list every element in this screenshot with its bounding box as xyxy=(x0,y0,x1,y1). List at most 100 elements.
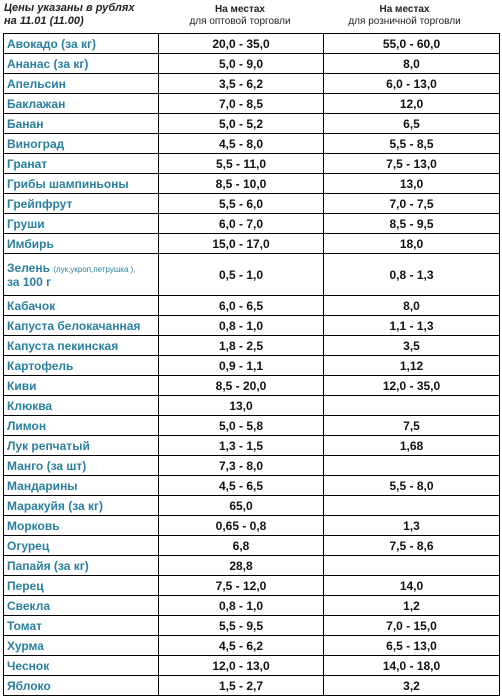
table-row: Гранат 5,5 - 11,0 7,5 - 13,0 xyxy=(3,153,500,174)
product-cell: Гранат xyxy=(3,153,159,174)
retail-cell xyxy=(323,555,500,576)
retail-cell: 1,2 xyxy=(323,595,500,616)
product-name: Гранат xyxy=(7,156,48,171)
retail-price: 8,0 xyxy=(403,298,420,313)
table-row: Апельсин 3,5 - 6,2 6,0 - 13,0 xyxy=(3,73,500,94)
product-cell: Картофель xyxy=(3,355,159,376)
product-cell: Свекла xyxy=(3,595,159,616)
header: Цены указаны в рублях на 11.01 (11.00) Н… xyxy=(0,0,502,33)
wholesale-price: 5,5 - 11,0 xyxy=(215,156,267,171)
table-row: Лук репчатый 1,3 - 1,5 1,68 xyxy=(3,435,500,456)
wholesale-cell: 0,9 - 1,1 xyxy=(158,355,324,376)
retail-price: 12,0 xyxy=(399,96,424,111)
product-name: Хурма xyxy=(7,638,44,653)
table-row: Виноград 4,5 - 8,0 5,5 - 8,5 xyxy=(3,133,500,154)
product-cell: Огурец xyxy=(3,535,159,556)
retail-cell: 7,0 - 15,0 xyxy=(323,615,500,636)
wholesale-cell: 8,5 - 20,0 xyxy=(158,375,324,396)
wholesale-cell: 5,5 - 6,0 xyxy=(158,193,324,214)
wholesale-cell: 1,8 - 2,5 xyxy=(158,335,324,356)
retail-cell: 7,5 - 13,0 xyxy=(323,153,500,174)
retail-cell xyxy=(323,455,500,476)
product-cell: Перец xyxy=(3,575,159,596)
product-name: Кабачок xyxy=(7,298,56,313)
retail-cell: 6,5 - 13,0 xyxy=(323,635,500,656)
wholesale-price: 5,5 - 9,5 xyxy=(218,618,264,633)
retail-price: 12,0 - 35,0 xyxy=(382,378,441,393)
wholesale-cell: 0,8 - 1,0 xyxy=(158,315,324,336)
product-cell: Кабачок xyxy=(3,295,159,316)
wholesale-price: 7,0 - 8,5 xyxy=(218,96,264,111)
retail-cell: 7,0 - 7,5 xyxy=(323,193,500,214)
column-header: На местах для оптовой торговли xyxy=(165,4,315,28)
wholesale-cell: 5,0 - 5,2 xyxy=(158,113,324,134)
table-row: Хурма 4,5 - 6,2 6,5 - 13,0 xyxy=(3,635,500,656)
wholesale-price: 7,5 - 12,0 xyxy=(215,578,267,593)
note-line: Цены указаны в рублях xyxy=(4,2,135,14)
wholesale-cell: 20,0 - 35,0 xyxy=(158,33,324,54)
product-cell: Грейпфрут xyxy=(3,193,159,214)
product-name: Маракуйя (за кг) xyxy=(7,498,104,513)
retail-cell: 12,0 xyxy=(323,93,500,114)
product-name: Грибы шампиньоны xyxy=(7,176,129,191)
retail-cell xyxy=(323,495,500,516)
wholesale-cell: 6,8 xyxy=(158,535,324,556)
wholesale-cell: 4,5 - 8,0 xyxy=(158,133,324,154)
product-cell: Апельсин xyxy=(3,73,159,94)
retail-price: 1,1 - 1,3 xyxy=(389,318,434,333)
wholesale-price: 5,0 - 5,8 xyxy=(218,418,264,433)
product-cell: Папайя (за кг) xyxy=(3,555,159,576)
table-row: Манго (за шт) 7,3 - 8,0 xyxy=(3,455,500,476)
wholesale-price: 4,5 - 6,2 xyxy=(218,638,264,653)
table-row: Чеснок 12,0 - 13,0 14,0 - 18,0 xyxy=(3,655,500,676)
table-body: Авокадо (за кг) 20,0 - 35,0 55,0 - 60,0 Ана… xyxy=(3,33,500,696)
retail-price: 1,12 xyxy=(399,358,424,373)
wholesale-price: 5,0 - 9,0 xyxy=(218,56,264,71)
wholesale-price: 0,9 - 1,1 xyxy=(218,358,264,373)
product-cell: Капуста пекинская xyxy=(3,335,159,356)
table-row: Зелень (лук,укроп,петрушка ), за 100 г 0,5… xyxy=(3,253,500,296)
price-note: Цены указаны в рублях на 11.01 (11.00) xyxy=(4,2,135,28)
wholesale-price: 1,5 - 2,7 xyxy=(218,678,264,693)
product-cell: Ананас (за кг) xyxy=(3,53,159,74)
product-name: Грейпфрут xyxy=(7,196,73,211)
product-name: Мандарины xyxy=(7,478,78,493)
table-row: Ананас (за кг) 5,0 - 9,0 8,0 xyxy=(3,53,500,74)
retail-price: 1,3 xyxy=(403,518,420,533)
retail-price: 55,0 - 60,0 xyxy=(382,36,441,51)
product-name: Манго (за шт) xyxy=(7,458,87,473)
product-cell: Груши xyxy=(3,213,159,234)
wholesale-cell: 5,5 - 11,0 xyxy=(158,153,324,174)
retail-cell: 6,5 xyxy=(323,113,500,134)
wholesale-cell: 5,0 - 5,8 xyxy=(158,415,324,436)
retail-price: 3,5 xyxy=(403,338,420,353)
retail-cell: 55,0 - 60,0 xyxy=(323,33,500,54)
product-name: Груши xyxy=(7,216,45,231)
wholesale-cell: 1,3 - 1,5 xyxy=(158,435,324,456)
table-row: Банан 5,0 - 5,2 6,5 xyxy=(3,113,500,134)
wholesale-cell: 5,0 - 9,0 xyxy=(158,53,324,74)
wholesale-price: 8,5 - 20,0 xyxy=(215,378,267,393)
table-row: Капуста белокачанная 0,8 - 1,0 1,1 - 1,3 xyxy=(3,315,500,336)
retail-cell: 5,5 - 8,0 xyxy=(323,475,500,496)
retail-cell: 14,0 - 18,0 xyxy=(323,655,500,676)
retail-price: 0,8 - 1,3 xyxy=(389,267,434,282)
wholesale-cell: 12,0 - 13,0 xyxy=(158,655,324,676)
table-row: Перец 7,5 - 12,0 14,0 xyxy=(3,575,500,596)
wholesale-cell: 8,5 - 10,0 xyxy=(158,173,324,194)
wholesale-cell: 13,0 xyxy=(158,395,324,416)
product-name: Морковь xyxy=(7,518,60,533)
retail-cell: 1,12 xyxy=(323,355,500,376)
wholesale-cell: 65,0 xyxy=(158,495,324,516)
retail-price: 8,0 xyxy=(403,56,420,71)
product-name: Лук репчатый xyxy=(7,438,90,453)
retail-cell: 1,1 - 1,3 xyxy=(323,315,500,336)
price-table: Авокадо (за кг) 20,0 - 35,0 55,0 - 60,0 Ана… xyxy=(3,33,500,696)
product-cell: Баклажан xyxy=(3,93,159,114)
wholesale-cell: 0,65 - 0,8 xyxy=(158,515,324,536)
retail-price: 7,5 - 13,0 xyxy=(386,156,437,171)
table-row: Капуста пекинская 1,8 - 2,5 3,5 xyxy=(3,335,500,356)
wholesale-cell: 0,8 - 1,0 xyxy=(158,595,324,616)
table-row: Грейпфрут 5,5 - 6,0 7,0 - 7,5 xyxy=(3,193,500,214)
